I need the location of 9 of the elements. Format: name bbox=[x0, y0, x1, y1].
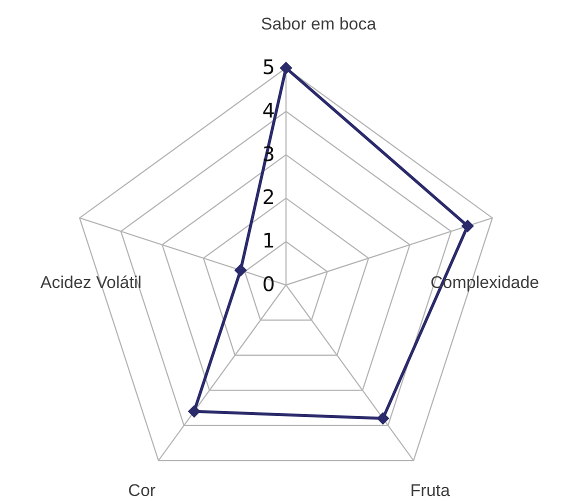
spoke-label: Sabor em boca bbox=[260, 14, 377, 34]
y-tick-label: 0 bbox=[262, 272, 276, 296]
y-tick-label: 4 bbox=[262, 98, 276, 122]
y-tick-label: 2 bbox=[262, 185, 276, 210]
spoke-label: Acidez Volátil bbox=[40, 273, 142, 292]
spoke-label: Fruta bbox=[410, 480, 451, 500]
spoke-label: Cor bbox=[128, 480, 156, 500]
y-tick-label: 1 bbox=[262, 228, 276, 253]
y-tick-label: 5 bbox=[262, 55, 276, 79]
